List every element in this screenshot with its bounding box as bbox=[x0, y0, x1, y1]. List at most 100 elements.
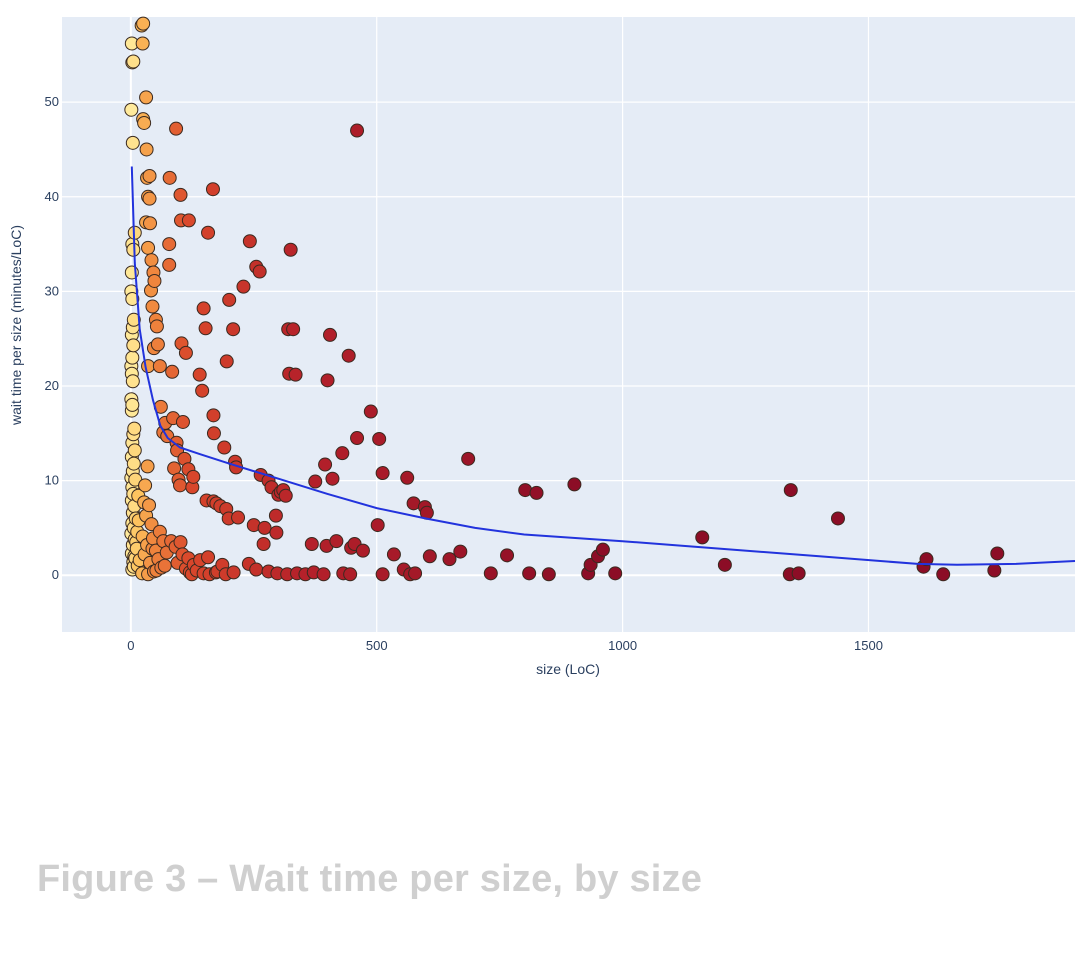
data-point bbox=[196, 301, 211, 316]
data-point bbox=[125, 291, 140, 306]
data-point bbox=[147, 273, 162, 288]
data-point bbox=[283, 242, 298, 257]
data-point bbox=[125, 135, 140, 150]
data-point bbox=[135, 36, 150, 51]
data-point bbox=[125, 350, 140, 365]
scatter-chart: 0 500 1000 1500 0 10 20 30 40 50 size (LoC) wait … bbox=[8, 16, 1076, 677]
data-point bbox=[173, 535, 188, 550]
data-point bbox=[173, 187, 188, 202]
data-point bbox=[126, 456, 141, 471]
data-point bbox=[219, 354, 234, 369]
data-point bbox=[256, 537, 271, 552]
y-tick-label: 50 bbox=[45, 94, 59, 109]
data-point bbox=[231, 510, 246, 525]
data-point bbox=[375, 567, 390, 582]
tick-labels: 0 500 1000 1500 0 10 20 30 40 50 bbox=[45, 94, 883, 653]
data-point bbox=[386, 547, 401, 562]
data-point bbox=[136, 16, 151, 31]
data-point bbox=[145, 299, 160, 314]
data-point bbox=[126, 338, 141, 353]
data-point bbox=[919, 552, 934, 567]
data-point bbox=[192, 367, 207, 382]
data-point bbox=[695, 530, 710, 545]
data-point bbox=[325, 471, 340, 486]
data-point bbox=[125, 397, 140, 412]
data-point bbox=[169, 121, 184, 136]
data-point bbox=[408, 566, 423, 581]
data-point bbox=[126, 312, 141, 327]
trend-line bbox=[130, 166, 1076, 566]
data-point bbox=[152, 359, 167, 374]
data-point bbox=[483, 566, 498, 581]
data-point bbox=[717, 557, 732, 572]
data-point bbox=[595, 542, 610, 557]
y-tick-label: 20 bbox=[45, 378, 59, 393]
data-point bbox=[363, 404, 378, 419]
data-point bbox=[341, 348, 356, 363]
data-point bbox=[162, 257, 177, 272]
data-point bbox=[165, 364, 180, 379]
data-point bbox=[149, 319, 164, 334]
data-point bbox=[206, 408, 221, 423]
data-point bbox=[350, 431, 365, 446]
data-point bbox=[198, 321, 213, 336]
data-point bbox=[150, 337, 165, 352]
data-point bbox=[201, 550, 216, 565]
data-point bbox=[217, 440, 232, 455]
x-tick-label: 1500 bbox=[854, 638, 883, 653]
data-point bbox=[830, 511, 845, 526]
data-point bbox=[987, 563, 1002, 578]
data-point bbox=[144, 253, 159, 268]
x-tick-label: 500 bbox=[366, 638, 388, 653]
data-point bbox=[140, 459, 155, 474]
data-point bbox=[350, 123, 365, 138]
data-point bbox=[936, 567, 951, 582]
data-point bbox=[162, 170, 177, 185]
data-point bbox=[206, 426, 221, 441]
data-point bbox=[400, 470, 415, 485]
data-point bbox=[608, 566, 623, 581]
data-point bbox=[343, 567, 358, 582]
data-point bbox=[323, 327, 338, 342]
data-point bbox=[124, 102, 139, 117]
y-tick-label: 30 bbox=[45, 283, 59, 298]
data-point bbox=[242, 234, 257, 249]
data-point bbox=[329, 534, 344, 549]
data-point bbox=[268, 508, 283, 523]
data-point bbox=[138, 478, 153, 493]
data-point bbox=[422, 549, 437, 564]
data-point bbox=[143, 216, 158, 231]
data-point bbox=[316, 567, 331, 582]
data-point bbox=[529, 485, 544, 500]
figure-caption: Figure 3 – Wait time per size, by size bbox=[37, 858, 703, 900]
y-tick-label: 0 bbox=[52, 567, 59, 582]
data-points bbox=[124, 16, 1005, 582]
data-point bbox=[205, 182, 220, 197]
data-point bbox=[141, 359, 156, 374]
data-point bbox=[142, 168, 157, 183]
data-point bbox=[304, 537, 319, 552]
data-point bbox=[226, 322, 241, 337]
data-point bbox=[141, 240, 156, 255]
data-point bbox=[286, 322, 301, 337]
data-point bbox=[222, 292, 237, 307]
data-point bbox=[783, 483, 798, 498]
data-point bbox=[127, 443, 142, 458]
data-point bbox=[142, 191, 157, 206]
data-point bbox=[370, 518, 385, 533]
data-point bbox=[139, 90, 154, 105]
data-point bbox=[320, 373, 335, 388]
y-tick-label: 10 bbox=[45, 473, 59, 488]
data-point bbox=[278, 488, 293, 503]
data-point bbox=[175, 414, 190, 429]
data-point bbox=[195, 383, 210, 398]
data-point bbox=[226, 565, 241, 580]
data-point bbox=[318, 457, 333, 472]
plot-area bbox=[62, 17, 1075, 632]
data-point bbox=[335, 446, 350, 461]
data-point bbox=[500, 548, 515, 563]
data-point bbox=[236, 279, 251, 294]
data-point bbox=[990, 546, 1005, 561]
data-point bbox=[355, 543, 370, 558]
data-point bbox=[142, 498, 157, 513]
